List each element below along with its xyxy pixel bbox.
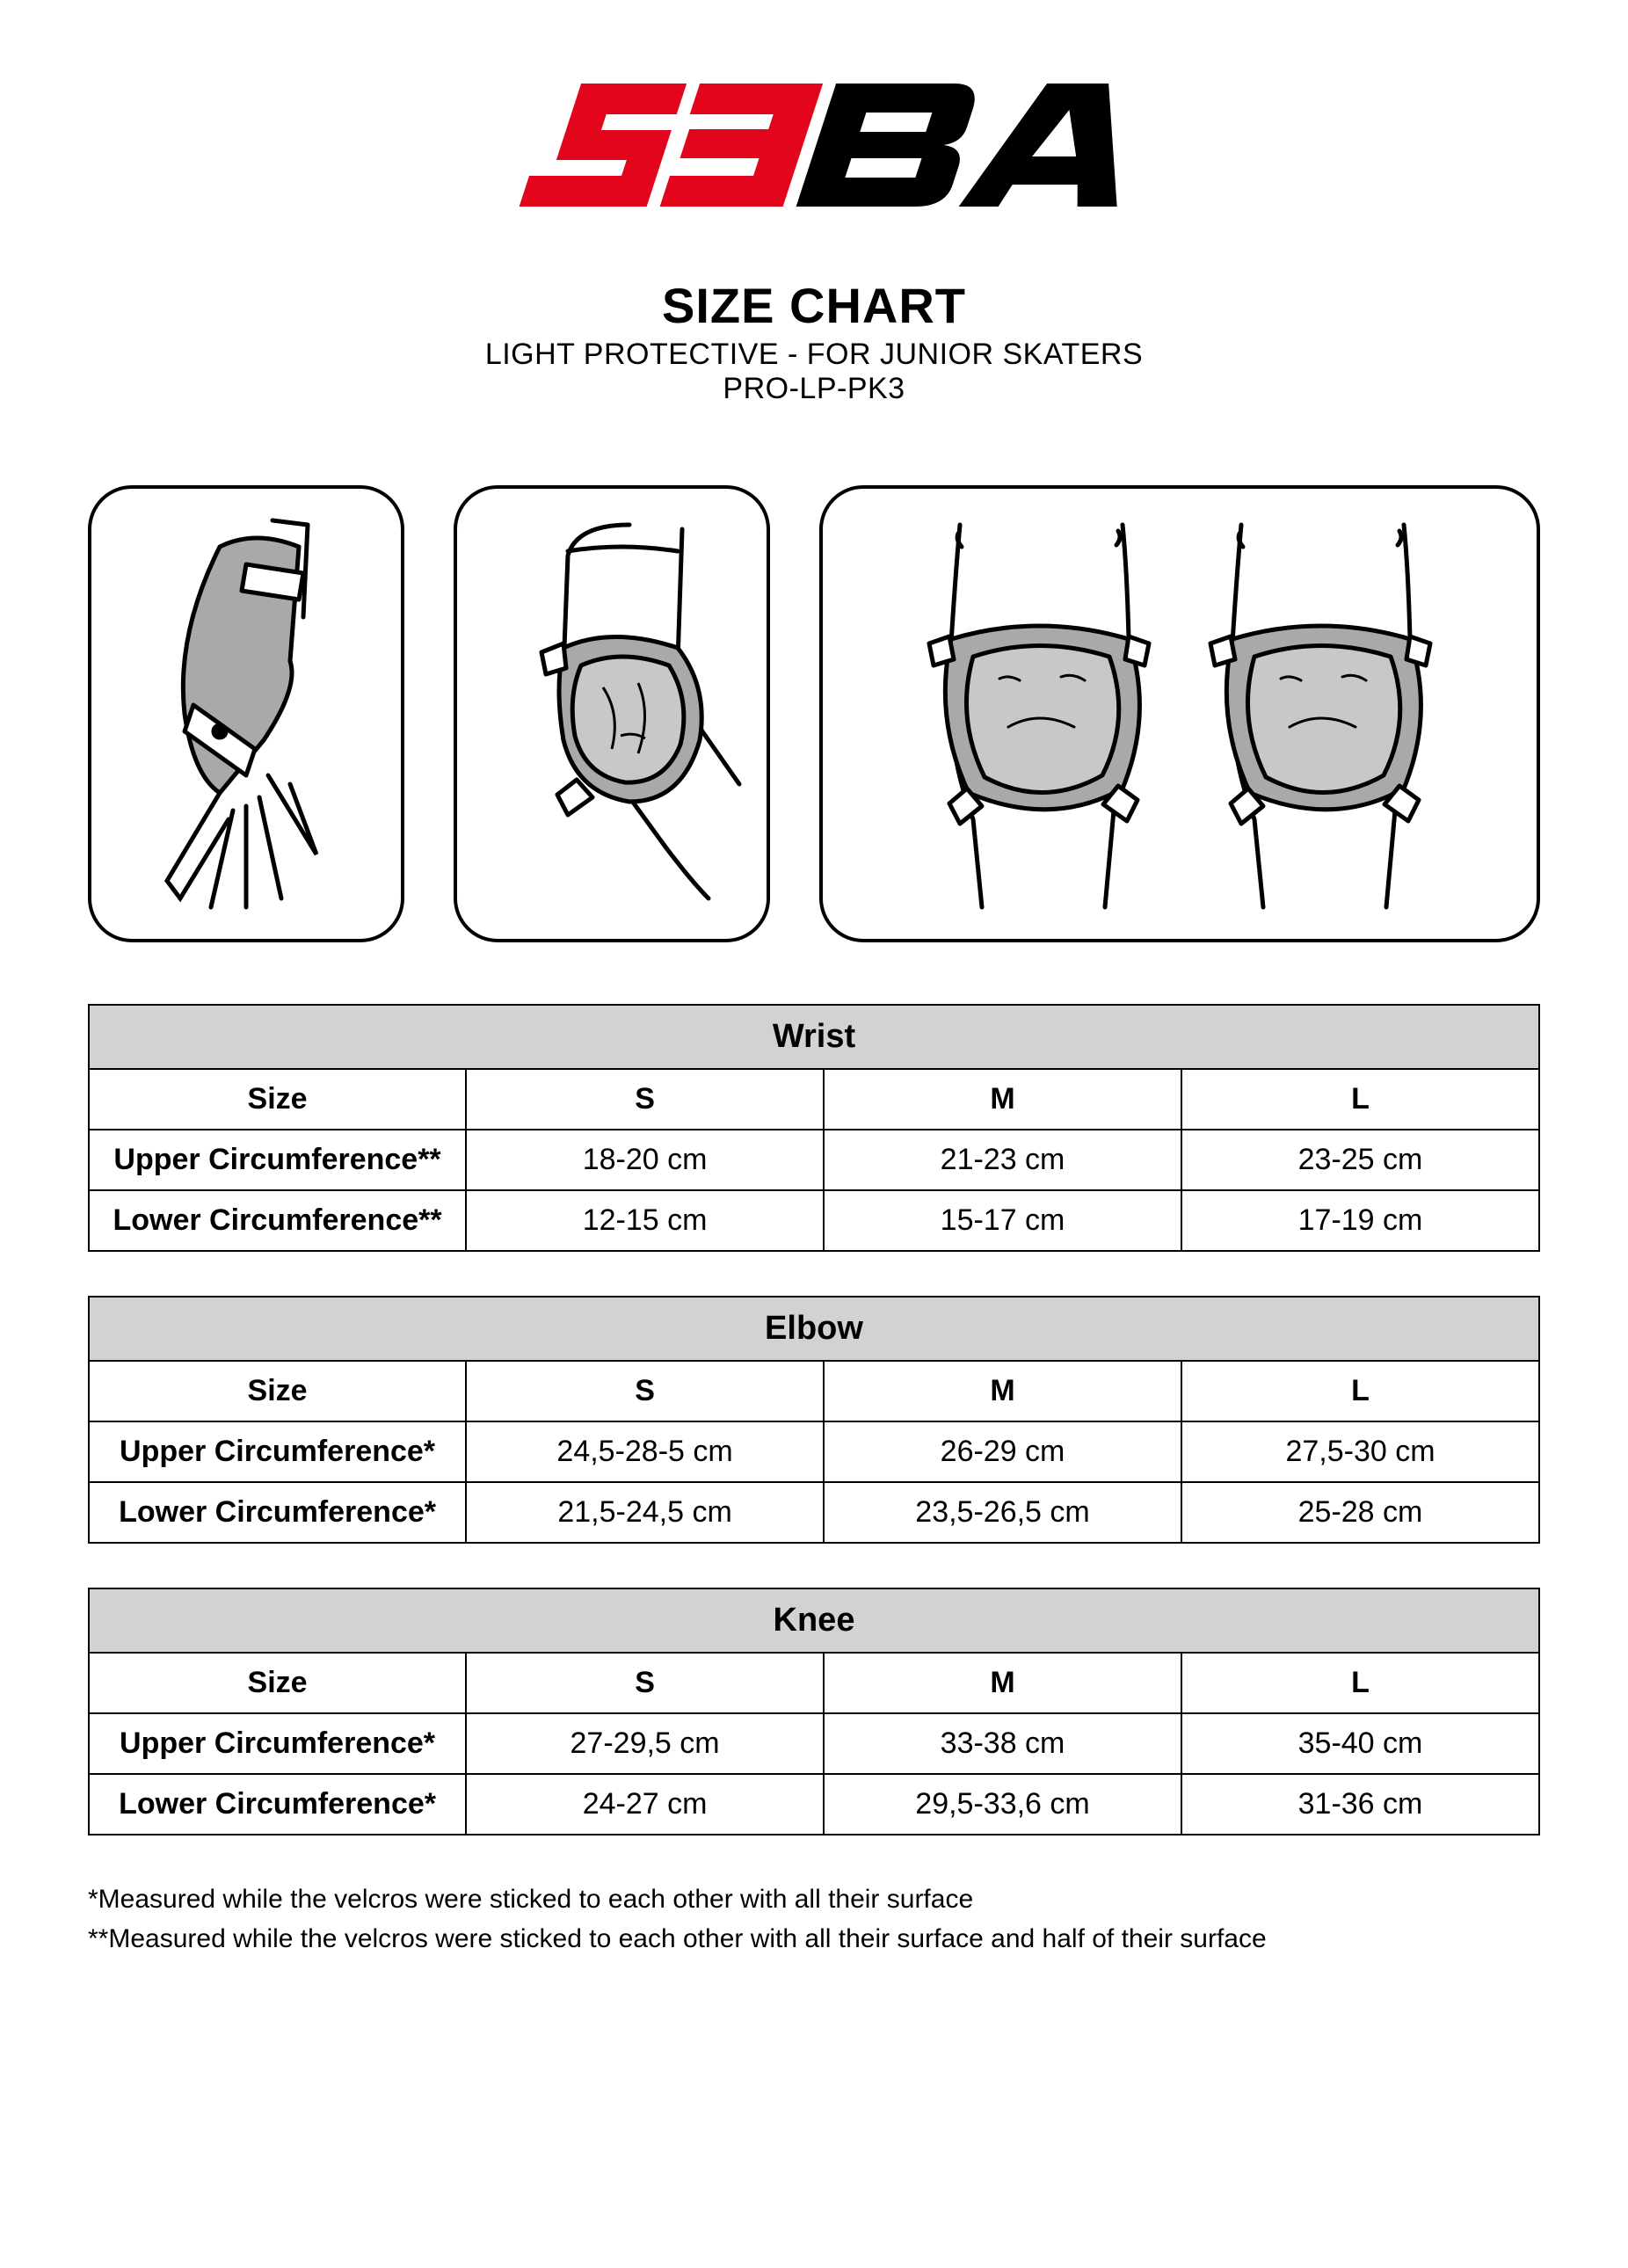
row-label: Lower Circumference* xyxy=(89,1774,466,1835)
table-row: Lower Circumference* 21,5-24,5 cm 23,5-2… xyxy=(89,1482,1539,1543)
page-title: SIZE CHART xyxy=(88,277,1540,334)
page-subtitle-2: PRO-LP-PK3 xyxy=(88,372,1540,406)
row-label: Upper Circumference* xyxy=(89,1713,466,1774)
cell: 27,5-30 cm xyxy=(1181,1421,1539,1482)
footnote-2: **Measured while the velcros were sticke… xyxy=(88,1919,1540,1959)
row-label: Lower Circumference* xyxy=(89,1482,466,1543)
col-l: L xyxy=(1181,1653,1539,1713)
cell: 24,5-28-5 cm xyxy=(466,1421,824,1482)
table-title: Knee xyxy=(89,1588,1539,1653)
knee-pads-illustration xyxy=(819,485,1540,942)
col-m: M xyxy=(824,1653,1181,1713)
table-row: Lower Circumference* 24-27 cm 29,5-33,6 … xyxy=(89,1774,1539,1835)
brand-logo xyxy=(88,70,1540,224)
cell: 24-27 cm xyxy=(466,1774,824,1835)
col-s: S xyxy=(466,1653,824,1713)
cell: 21-23 cm xyxy=(824,1130,1181,1190)
wrist-guard-illustration xyxy=(88,485,404,942)
cell: 23-25 cm xyxy=(1181,1130,1539,1190)
elbow-pad-illustration xyxy=(454,485,770,942)
table-row: Lower Circumference** 12-15 cm 15-17 cm … xyxy=(89,1190,1539,1251)
wrist-table: Wrist Size S M L Upper Circumference** 1… xyxy=(88,1004,1540,1252)
footnote-1: *Measured while the velcros were sticked… xyxy=(88,1879,1540,1919)
cell: 27-29,5 cm xyxy=(466,1713,824,1774)
table-title: Elbow xyxy=(89,1297,1539,1361)
footnotes: *Measured while the velcros were sticked… xyxy=(88,1879,1540,1959)
elbow-table: Elbow Size S M L Upper Circumference* 24… xyxy=(88,1296,1540,1544)
size-header: Size xyxy=(89,1069,466,1130)
table-row: Upper Circumference* 27-29,5 cm 33-38 cm… xyxy=(89,1713,1539,1774)
cell: 31-36 cm xyxy=(1181,1774,1539,1835)
cell: 17-19 cm xyxy=(1181,1190,1539,1251)
illustration-row xyxy=(88,485,1540,942)
col-m: M xyxy=(824,1069,1181,1130)
row-label: Upper Circumference* xyxy=(89,1421,466,1482)
header-block: SIZE CHART LIGHT PROTECTIVE - FOR JUNIOR… xyxy=(88,277,1540,406)
col-s: S xyxy=(466,1069,824,1130)
col-l: L xyxy=(1181,1361,1539,1421)
cell: 35-40 cm xyxy=(1181,1713,1539,1774)
col-s: S xyxy=(466,1361,824,1421)
cell: 26-29 cm xyxy=(824,1421,1181,1482)
col-m: M xyxy=(824,1361,1181,1421)
col-l: L xyxy=(1181,1069,1539,1130)
table-row: Upper Circumference** 18-20 cm 21-23 cm … xyxy=(89,1130,1539,1190)
cell: 15-17 cm xyxy=(824,1190,1181,1251)
cell: 18-20 cm xyxy=(466,1130,824,1190)
size-header: Size xyxy=(89,1361,466,1421)
cell: 25-28 cm xyxy=(1181,1482,1539,1543)
row-label: Lower Circumference** xyxy=(89,1190,466,1251)
knee-table: Knee Size S M L Upper Circumference* 27-… xyxy=(88,1588,1540,1835)
row-label: Upper Circumference** xyxy=(89,1130,466,1190)
table-title: Wrist xyxy=(89,1005,1539,1069)
page-subtitle-1: LIGHT PROTECTIVE - FOR JUNIOR SKATERS xyxy=(88,338,1540,372)
cell: 23,5-26,5 cm xyxy=(824,1482,1181,1543)
cell: 33-38 cm xyxy=(824,1713,1181,1774)
cell: 21,5-24,5 cm xyxy=(466,1482,824,1543)
table-row: Upper Circumference* 24,5-28-5 cm 26-29 … xyxy=(89,1421,1539,1482)
size-header: Size xyxy=(89,1653,466,1713)
cell: 12-15 cm xyxy=(466,1190,824,1251)
cell: 29,5-33,6 cm xyxy=(824,1774,1181,1835)
